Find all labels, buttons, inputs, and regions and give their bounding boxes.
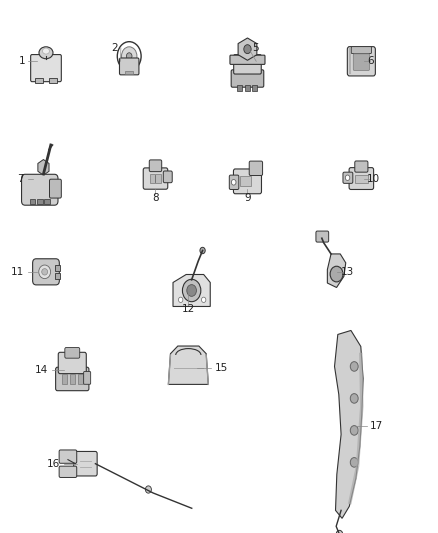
Circle shape [345,175,350,181]
Circle shape [350,393,358,403]
Circle shape [350,457,358,467]
FancyBboxPatch shape [31,54,61,82]
Text: 6: 6 [367,56,374,66]
Circle shape [231,180,236,185]
Circle shape [244,45,251,54]
Circle shape [330,266,343,282]
Bar [49,78,57,84]
Text: 10: 10 [367,174,380,183]
Circle shape [350,425,358,435]
Text: 11: 11 [11,267,24,277]
FancyBboxPatch shape [32,259,59,285]
Text: 8: 8 [152,193,159,203]
FancyBboxPatch shape [355,161,368,172]
Text: 15: 15 [215,363,228,373]
FancyBboxPatch shape [233,169,261,193]
Polygon shape [335,330,363,518]
Ellipse shape [42,269,48,275]
Polygon shape [327,254,346,287]
FancyBboxPatch shape [149,160,162,172]
Bar [35,78,43,84]
Circle shape [182,279,201,302]
Text: 13: 13 [341,267,354,277]
Bar [245,85,250,91]
FancyBboxPatch shape [58,352,86,374]
FancyBboxPatch shape [143,168,168,189]
FancyBboxPatch shape [249,161,262,175]
Bar [355,175,368,183]
Bar [30,199,35,204]
Polygon shape [238,38,257,60]
Circle shape [187,285,196,296]
Text: 9: 9 [244,193,251,203]
Bar [252,85,258,91]
Bar [54,273,60,279]
FancyBboxPatch shape [59,450,77,463]
Bar [150,174,161,183]
FancyBboxPatch shape [234,55,261,74]
Circle shape [200,247,205,254]
FancyBboxPatch shape [49,179,61,198]
Text: 5: 5 [252,43,258,53]
FancyBboxPatch shape [353,54,370,70]
Text: 7: 7 [18,174,24,183]
FancyBboxPatch shape [316,231,328,242]
Circle shape [121,47,137,66]
Polygon shape [168,346,208,384]
Bar [37,199,42,204]
Text: 14: 14 [35,366,48,375]
Text: 12: 12 [182,304,195,314]
Circle shape [127,53,132,60]
FancyBboxPatch shape [74,451,97,476]
FancyBboxPatch shape [120,58,139,75]
Circle shape [145,486,152,493]
Ellipse shape [42,48,49,54]
FancyBboxPatch shape [343,172,353,183]
FancyBboxPatch shape [230,55,265,64]
Bar [62,374,67,384]
FancyBboxPatch shape [347,46,375,76]
Ellipse shape [39,265,50,279]
Polygon shape [38,159,49,175]
Bar [70,374,75,384]
Bar [54,265,60,271]
FancyBboxPatch shape [163,171,172,183]
Circle shape [336,530,343,533]
Bar [125,70,134,74]
Bar [240,176,251,186]
Circle shape [350,361,358,371]
Text: 1: 1 [18,56,25,66]
FancyBboxPatch shape [84,372,91,384]
Circle shape [201,297,206,303]
Bar [44,199,50,204]
FancyBboxPatch shape [351,47,371,54]
FancyBboxPatch shape [349,167,374,189]
Text: 16: 16 [47,459,60,469]
FancyBboxPatch shape [21,174,58,205]
FancyBboxPatch shape [56,367,89,391]
FancyBboxPatch shape [65,348,80,358]
Bar [78,374,83,384]
FancyBboxPatch shape [230,175,239,189]
Text: 17: 17 [370,422,383,431]
FancyBboxPatch shape [231,70,264,87]
Text: 2: 2 [111,43,117,53]
FancyBboxPatch shape [59,466,77,478]
Ellipse shape [39,47,53,59]
Polygon shape [173,274,210,306]
Circle shape [178,297,183,303]
Bar [237,85,243,91]
